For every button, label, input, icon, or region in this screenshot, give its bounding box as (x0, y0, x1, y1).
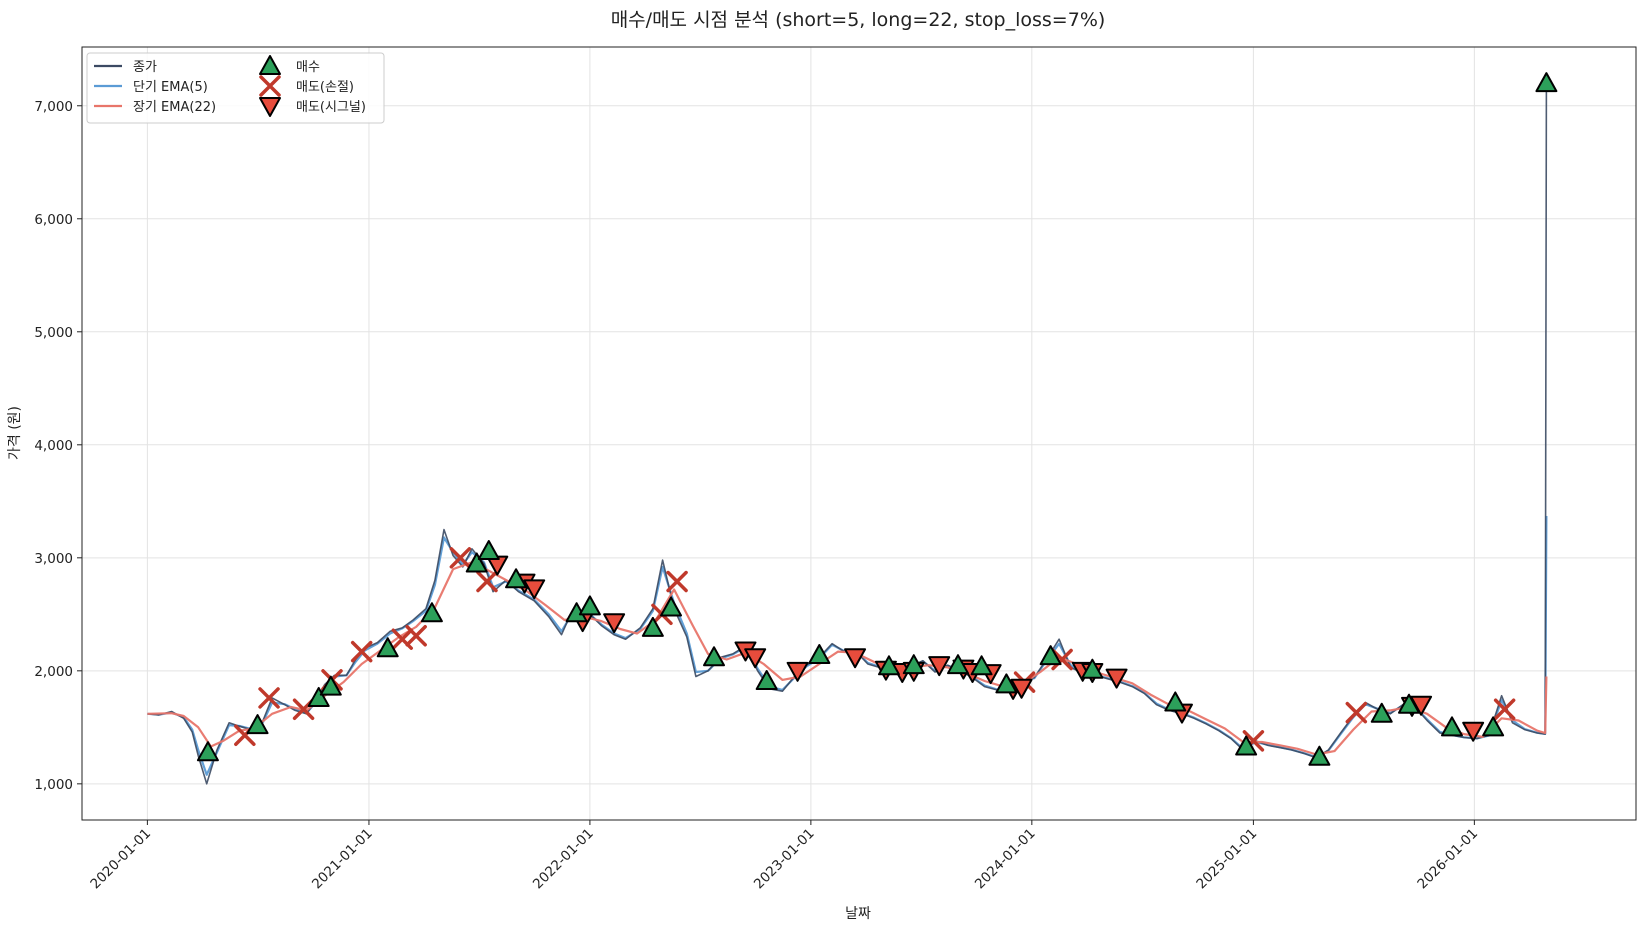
y-tick-label: 4,000 (34, 438, 73, 454)
legend-box (86, 52, 385, 124)
signal-sell-marker (1010, 678, 1033, 699)
buy-marker (755, 669, 778, 690)
x-tick-label: 2022-01-01 (530, 826, 597, 893)
buy-marker (995, 673, 1018, 694)
buy-marker (1482, 716, 1505, 737)
stop-loss-marker (449, 547, 472, 569)
stop-loss-marker (258, 687, 280, 709)
x-axis-title: 날짜 (845, 906, 871, 922)
stop-loss-marker (666, 570, 688, 593)
buy-marker (1081, 658, 1104, 679)
buy-marker (660, 596, 683, 617)
stop-loss-marker (1051, 648, 1073, 671)
series-layer (147, 81, 1548, 785)
buy-marker (808, 644, 831, 665)
x-tick-label: 2026-01-01 (1414, 826, 1481, 893)
buy-marker (703, 646, 726, 667)
legend-label: 단기 EMA(5) (133, 80, 208, 95)
stop-loss-marker (405, 625, 427, 647)
buy-marker (465, 552, 488, 573)
marker-layer (196, 72, 1558, 766)
signal-sell-marker (1462, 721, 1485, 742)
x-tick-label: 2021-01-01 (309, 826, 376, 893)
x-tick-label: 2024-01-01 (972, 826, 1039, 893)
legend-item: 매도(시그널) (259, 97, 366, 117)
legend-item: 매수 (259, 55, 320, 75)
y-axis: 1,000 2,000 3,000 4,000 5,000 6,000 7,000 (34, 99, 82, 793)
y-tick-label: 5,000 (34, 325, 73, 341)
signal-sell-marker (744, 648, 767, 669)
close-price-line (147, 81, 1548, 785)
signal-sell-marker (1105, 668, 1128, 689)
y-tick-label: 2,000 (34, 664, 73, 680)
buy-marker (902, 654, 925, 675)
x-axis: 2020-01-01 2021-01-01 2022-01-01 2023-01-01… (87, 820, 1481, 892)
buy-marker (196, 741, 219, 762)
buy-marker (420, 602, 443, 623)
buy-marker (946, 654, 969, 675)
legend-item: 단기 EMA(5) (94, 80, 208, 95)
stop-loss-marker (476, 570, 498, 593)
buy-marker (319, 675, 342, 696)
y-tick-label: 6,000 (34, 212, 73, 228)
buy-marker (477, 540, 500, 561)
legend-signal-sell-swatch (259, 97, 281, 117)
x-tick-label: 2025-01-01 (1193, 826, 1260, 893)
buy-marker (307, 686, 330, 707)
x-tick-label: 2020-01-01 (87, 826, 154, 893)
legend-item: 종가 (94, 60, 157, 75)
buy-marker (246, 714, 269, 735)
legend-item: 장기 EMA(22) (94, 100, 216, 115)
legend-label: 장기 EMA(22) (133, 100, 216, 115)
buy-marker (1370, 702, 1393, 723)
signal-sell-marker (844, 648, 867, 669)
buy-marker (1039, 645, 1062, 666)
legend-label: 매수 (296, 60, 320, 75)
buy-marker (376, 637, 399, 658)
buy-marker (1235, 735, 1258, 756)
legend-stop-loss-swatch (259, 75, 281, 97)
buy-marker (578, 595, 601, 616)
y-tick-label: 3,000 (34, 551, 73, 567)
grid (82, 47, 1636, 820)
legend-label: 매도(손절) (296, 80, 354, 95)
chart-title: 매수/매도 시점 분석 (short=5, long=22, stop_loss… (611, 9, 1106, 31)
stop-loss-marker (350, 640, 373, 663)
y-tick-label: 1,000 (34, 777, 73, 793)
signal-sell-marker (786, 661, 809, 682)
legend-label: 매도(시그널) (296, 100, 366, 115)
legend-buy-swatch (259, 55, 281, 75)
signal-sell-marker (603, 613, 626, 634)
buy-marker (970, 655, 993, 676)
buy-marker (505, 568, 528, 589)
plot-frame (81, 46, 1637, 821)
buy-marker (1164, 691, 1187, 712)
stop-loss-marker (1493, 698, 1516, 720)
legend-label: 종가 (133, 60, 157, 75)
buy-marker (877, 655, 900, 676)
y-axis-title: 가격 (원) (7, 406, 23, 460)
buy-marker (1308, 745, 1331, 766)
buy-marker (1440, 716, 1463, 737)
stop-loss-marker (1345, 701, 1368, 724)
signal-sell-marker (523, 579, 546, 600)
legend-item: 매도(손절) (259, 75, 354, 97)
y-tick-label: 7,000 (34, 99, 73, 115)
x-tick-label: 2023-01-01 (751, 826, 818, 893)
buy-marker (641, 616, 664, 637)
buy-marker (1535, 72, 1558, 93)
signal-sell-marker (928, 656, 951, 677)
buy-marker (1397, 693, 1420, 714)
